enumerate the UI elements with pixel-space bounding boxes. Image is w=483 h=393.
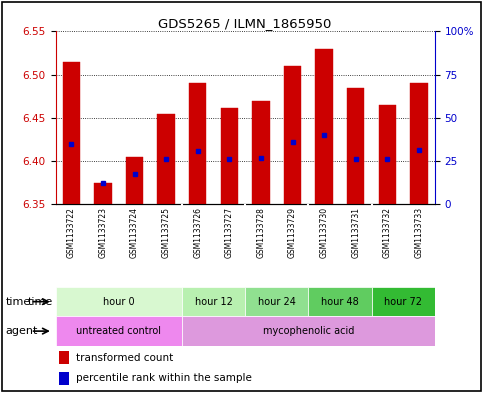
Bar (59, 372, 69, 385)
Bar (182, 287, 245, 316)
Bar (189, 83, 206, 204)
Bar (56, 316, 182, 346)
Text: GSM1133728: GSM1133728 (256, 207, 266, 258)
Text: agent: agent (6, 326, 38, 336)
Text: GSM1133725: GSM1133725 (162, 207, 170, 258)
Text: untreated control: untreated control (76, 326, 161, 336)
Text: GSM1133726: GSM1133726 (193, 207, 202, 258)
Bar (157, 114, 175, 204)
Text: mycophenolic acid: mycophenolic acid (263, 326, 354, 336)
Text: hour 12: hour 12 (195, 297, 232, 307)
Bar (252, 101, 270, 204)
Bar (410, 83, 427, 204)
Text: hour 24: hour 24 (258, 297, 296, 307)
Bar (245, 287, 308, 316)
Text: hour 72: hour 72 (384, 297, 422, 307)
Text: hour 48: hour 48 (321, 297, 359, 307)
Text: GSM1133733: GSM1133733 (414, 207, 424, 258)
Bar (315, 49, 333, 204)
Text: GSM1133727: GSM1133727 (225, 207, 234, 258)
Bar (59, 351, 69, 364)
Bar (347, 88, 364, 204)
Bar (284, 66, 301, 204)
Text: GSM1133724: GSM1133724 (130, 207, 139, 258)
Text: time: time (28, 297, 53, 307)
Text: GSM1133729: GSM1133729 (288, 207, 297, 258)
Bar (379, 105, 396, 204)
Title: GDS5265 / ILMN_1865950: GDS5265 / ILMN_1865950 (158, 17, 332, 30)
Text: GSM1133731: GSM1133731 (351, 207, 360, 258)
Text: GSM1133723: GSM1133723 (99, 207, 107, 258)
Text: GSM1133722: GSM1133722 (67, 207, 76, 258)
Bar (94, 183, 112, 204)
Bar (221, 108, 238, 204)
Text: transformed count: transformed count (76, 353, 174, 362)
Text: percentile rank within the sample: percentile rank within the sample (76, 373, 252, 383)
Bar (126, 157, 143, 204)
Bar (371, 287, 435, 316)
Text: GSM1133730: GSM1133730 (320, 207, 328, 258)
Text: hour 0: hour 0 (103, 297, 135, 307)
Bar (63, 62, 80, 204)
Text: time: time (6, 297, 31, 307)
Bar (308, 287, 371, 316)
Bar (182, 316, 435, 346)
Text: GSM1133732: GSM1133732 (383, 207, 392, 258)
Bar (56, 287, 182, 316)
